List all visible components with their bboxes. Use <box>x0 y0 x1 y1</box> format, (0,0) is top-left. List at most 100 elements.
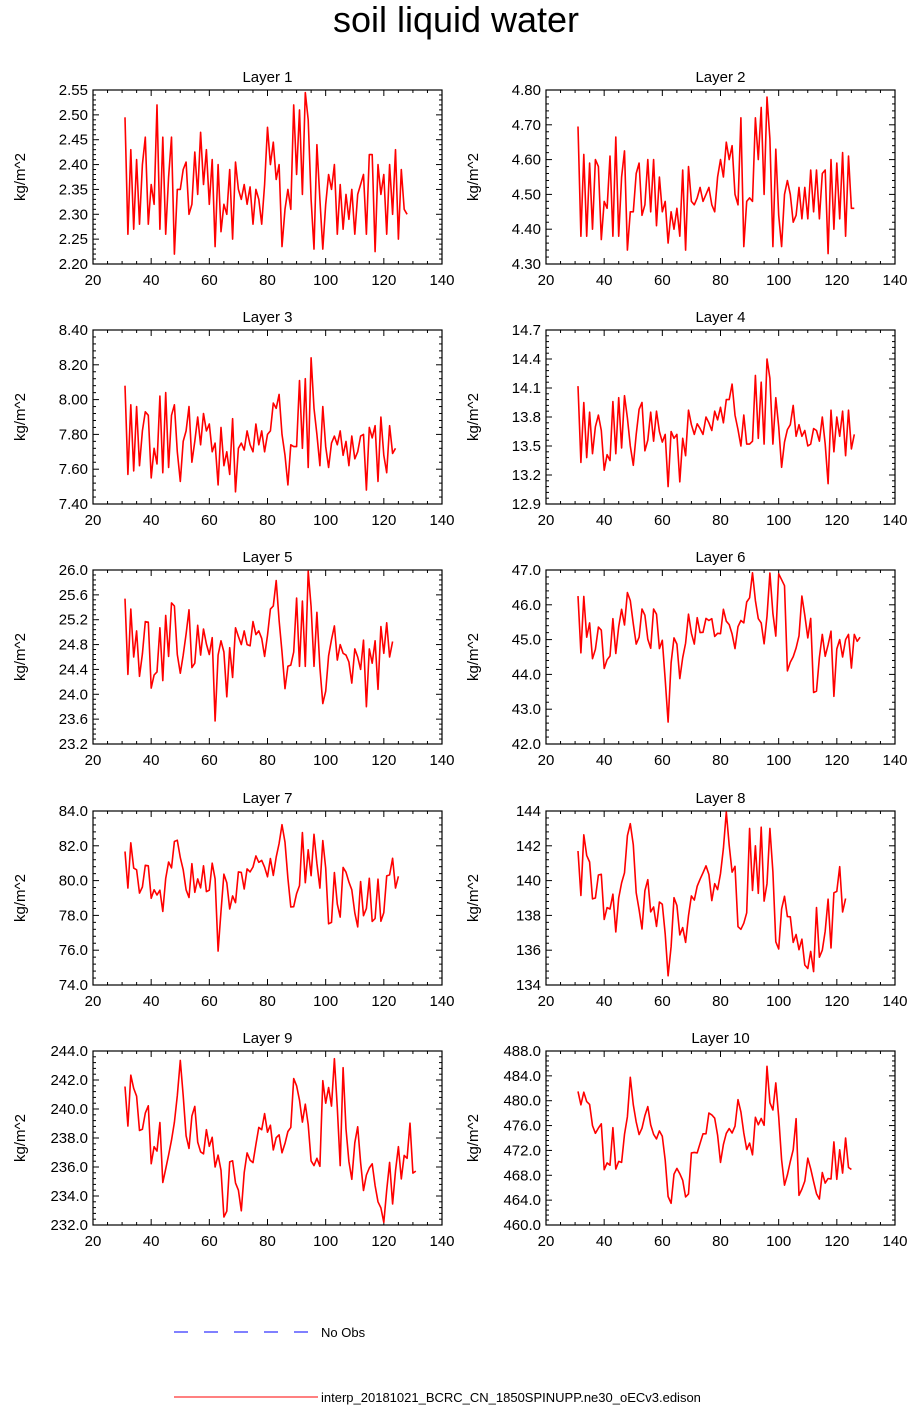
y-tick-label: 238.0 <box>50 1130 88 1147</box>
y-tick-label: 2.35 <box>59 181 88 198</box>
chart-panel-7: Layer 7 20 40 60 80 100 120 140 74.0 76.0 78.0 80.0… <box>12 790 455 1010</box>
panel-title: Layer 4 <box>695 309 745 326</box>
y-tick-label: 232.0 <box>50 1217 88 1234</box>
x-tick-label: 140 <box>429 512 454 529</box>
y-tick-label: 25.2 <box>59 612 88 629</box>
x-tick-label: 20 <box>538 272 555 289</box>
x-tick-label: 140 <box>429 752 454 769</box>
y-tick-label: 44.0 <box>512 666 541 683</box>
y-axis-label: kg/m^2 <box>465 153 482 201</box>
x-tick-label: 140 <box>882 1233 907 1250</box>
x-tick-label: 40 <box>143 272 160 289</box>
x-tick-label: 120 <box>824 993 849 1010</box>
legend-label-obs: No Obs <box>321 1325 366 1340</box>
x-tick-label: 20 <box>85 993 102 1010</box>
panel-title: Layer 1 <box>242 69 292 86</box>
y-tick-label: 468.0 <box>503 1167 541 1184</box>
x-tick-label: 100 <box>766 1233 791 1250</box>
y-axis-label: kg/m^2 <box>465 874 482 922</box>
legend-label-model: interp_20181021_BCRC_CN_1850SPINUPP.ne30… <box>321 1390 701 1405</box>
x-tick-label: 100 <box>313 512 338 529</box>
x-tick-label: 80 <box>712 993 729 1010</box>
x-tick-label: 20 <box>85 1233 102 1250</box>
y-tick-label: 242.0 <box>50 1072 88 1089</box>
y-tick-label: 2.45 <box>59 132 88 149</box>
x-tick-label: 140 <box>429 1233 454 1250</box>
x-tick-label: 60 <box>201 1233 218 1250</box>
y-tick-label: 472.0 <box>503 1142 541 1159</box>
y-tick-label: 144 <box>516 803 541 820</box>
x-tick-label: 40 <box>143 512 160 529</box>
page-title: soil liquid water <box>332 0 580 40</box>
y-tick-label: 23.2 <box>59 736 88 753</box>
y-tick-label: 460.0 <box>503 1217 541 1234</box>
y-tick-label: 13.2 <box>512 467 541 484</box>
x-tick-label: 100 <box>766 752 791 769</box>
x-tick-label: 140 <box>882 272 907 289</box>
panel-title: Layer 2 <box>695 69 745 86</box>
x-tick-label: 120 <box>824 272 849 289</box>
y-tick-label: 82.0 <box>59 838 88 855</box>
x-tick-label: 60 <box>201 993 218 1010</box>
y-tick-label: 142 <box>516 838 541 855</box>
y-tick-label: 84.0 <box>59 803 88 820</box>
x-tick-label: 40 <box>596 993 613 1010</box>
x-tick-label: 80 <box>259 272 276 289</box>
y-tick-label: 7.40 <box>59 496 88 513</box>
x-tick-label: 140 <box>429 993 454 1010</box>
y-tick-label: 43.0 <box>512 701 541 718</box>
y-tick-label: 24.4 <box>59 661 88 678</box>
x-tick-label: 80 <box>259 512 276 529</box>
y-tick-label: 8.00 <box>59 392 88 409</box>
chart-panel-9: Layer 9 20 40 60 80 100 120 140 232.0 234.0 236.0 2… <box>12 1030 455 1250</box>
chart-panel-8: Layer 8 20 40 60 80 100 120 140 134 136 138 140 142 1… <box>465 790 908 1010</box>
panel-title: Layer 5 <box>242 549 292 566</box>
series-line <box>124 1057 417 1224</box>
panel-title: Layer 9 <box>242 1030 292 1047</box>
plot-frame <box>92 1050 443 1226</box>
y-tick-label: 42.0 <box>512 736 541 753</box>
x-tick-label: 120 <box>824 512 849 529</box>
x-tick-label: 80 <box>259 993 276 1010</box>
y-tick-label: 46.0 <box>512 597 541 614</box>
x-tick-label: 20 <box>538 993 555 1010</box>
y-tick-label: 76.0 <box>59 942 88 959</box>
y-tick-label: 476.0 <box>503 1118 541 1135</box>
x-tick-label: 80 <box>259 1233 276 1250</box>
x-tick-label: 60 <box>654 512 671 529</box>
plot-frame <box>545 810 896 986</box>
y-tick-label: 134 <box>516 977 541 994</box>
series-line <box>124 356 397 493</box>
x-tick-label: 100 <box>766 512 791 529</box>
y-tick-label: 2.50 <box>59 107 88 124</box>
legend: No Obs interp_20181021_BCRC_CN_1850SPINUP… <box>174 1325 701 1405</box>
y-tick-label: 4.40 <box>512 221 541 238</box>
y-tick-label: 7.60 <box>59 461 88 478</box>
y-tick-label: 23.6 <box>59 711 88 728</box>
series-line <box>124 570 394 722</box>
y-tick-label: 45.0 <box>512 632 541 649</box>
x-tick-label: 140 <box>429 272 454 289</box>
series-line <box>124 91 408 255</box>
chart-panel-4: Layer 4 20 40 60 80 100 120 140 12.9 13.2 13.5 13.8… <box>465 309 908 529</box>
x-tick-label: 140 <box>882 993 907 1010</box>
y-tick-label: 74.0 <box>59 977 88 994</box>
x-tick-label: 140 <box>882 512 907 529</box>
y-tick-label: 240.0 <box>50 1101 88 1118</box>
x-tick-label: 40 <box>143 1233 160 1250</box>
series-line <box>124 823 400 952</box>
x-tick-label: 120 <box>371 512 396 529</box>
panel-title: Layer 8 <box>695 790 745 807</box>
y-axis-label: kg/m^2 <box>12 393 29 441</box>
x-tick-label: 120 <box>371 752 396 769</box>
x-tick-label: 60 <box>654 272 671 289</box>
x-tick-label: 100 <box>313 272 338 289</box>
chart-panel-3: Layer 3 20 40 60 80 100 120 140 7.40 7.60 7.80 8.00… <box>12 309 455 529</box>
x-tick-label: 120 <box>371 272 396 289</box>
y-tick-label: 8.20 <box>59 357 88 374</box>
y-axis-label: kg/m^2 <box>12 153 29 201</box>
x-tick-label: 140 <box>882 752 907 769</box>
x-tick-label: 40 <box>596 272 613 289</box>
y-tick-label: 26.0 <box>59 562 88 579</box>
